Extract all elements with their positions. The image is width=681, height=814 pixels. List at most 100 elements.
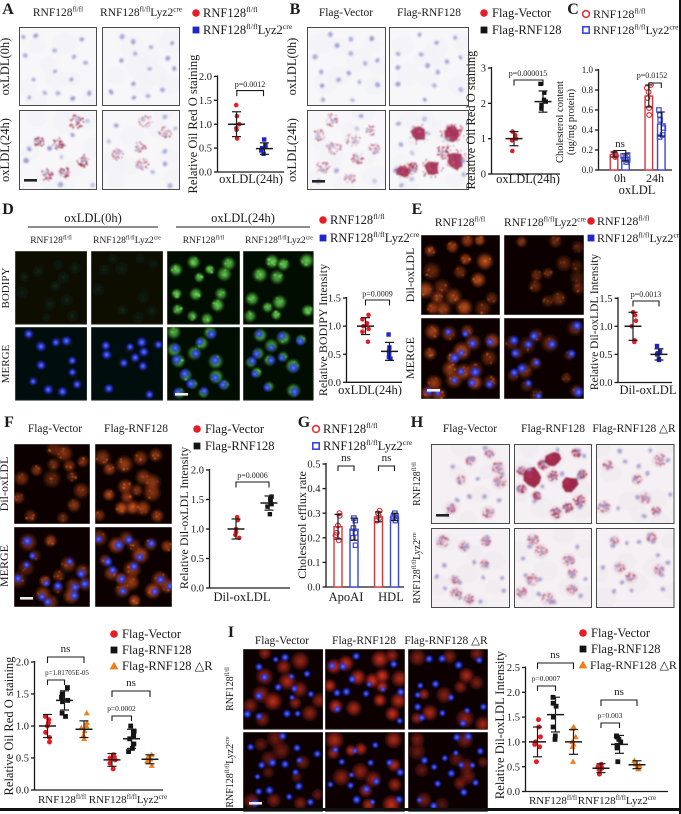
svg-text:RNF128fl/flLyz2cre: RNF128fl/flLyz2cre bbox=[593, 22, 679, 37]
svg-text:Flag-Vector: Flag-Vector bbox=[122, 627, 182, 641]
svg-text:RNF128fl/fl: RNF128fl/fl bbox=[411, 462, 423, 506]
svg-text:oxLDL(0h): oxLDL(0h) bbox=[64, 211, 122, 225]
svg-text:1.0: 1.0 bbox=[582, 65, 594, 75]
svg-text:RNF128fl/fl: RNF128fl/fl bbox=[183, 234, 225, 246]
svg-text:F: F bbox=[4, 414, 14, 431]
svg-text:0.0: 0.0 bbox=[599, 378, 612, 389]
svg-text:RNF128fl/flLyz2cre: RNF128fl/flLyz2cre bbox=[504, 216, 586, 229]
svg-text:ns: ns bbox=[382, 452, 392, 464]
svg-text:0.8: 0.8 bbox=[582, 85, 594, 95]
svg-text:0.2: 0.2 bbox=[582, 145, 593, 155]
svg-text:p=0.0013: p=0.0013 bbox=[631, 290, 662, 299]
svg-text:Dil-oxLDL: Dil-oxLDL bbox=[620, 383, 677, 397]
svg-text:Flag-RNF128: Flag-RNF128 bbox=[397, 7, 461, 19]
svg-text:RNF128fl/fl: RNF128fl/fl bbox=[597, 213, 649, 228]
svg-text:RNF128fl/fl: RNF128fl/fl bbox=[323, 421, 379, 436]
svg-text:oxLDL: oxLDL bbox=[619, 183, 656, 197]
svg-text:1.5: 1.5 bbox=[599, 294, 612, 305]
svg-text:0.1: 0.1 bbox=[307, 558, 320, 569]
svg-text:Flag-RNF128: Flag-RNF128 bbox=[104, 423, 168, 435]
svg-text:1: 1 bbox=[481, 134, 486, 145]
svg-text:RNF128fl/flLyz2cre: RNF128fl/flLyz2cre bbox=[411, 532, 423, 604]
svg-text:2.0: 2.0 bbox=[16, 658, 29, 669]
svg-text:1.0: 1.0 bbox=[599, 322, 612, 333]
svg-text:0.4: 0.4 bbox=[582, 125, 594, 135]
svg-text:Dil-oxLDL: Dil-oxLDL bbox=[214, 590, 271, 604]
svg-text:RNF128fl/flLyz2cre: RNF128fl/flLyz2cre bbox=[100, 6, 182, 19]
svg-text:oxLDL(24h): oxLDL(24h) bbox=[338, 383, 402, 397]
svg-text:p=0.0006: p=0.0006 bbox=[237, 471, 268, 480]
svg-text:RNF128fl/flLyz2cre: RNF128fl/flLyz2cre bbox=[597, 230, 681, 245]
svg-text:E: E bbox=[412, 201, 423, 218]
svg-text:Dil-oxLDL: Dil-oxLDL bbox=[403, 248, 417, 303]
svg-text:0.6: 0.6 bbox=[582, 105, 594, 115]
svg-text:Flag-Vector: Flag-Vector bbox=[492, 6, 552, 20]
svg-text:p=0.0009: p=0.0009 bbox=[362, 290, 393, 299]
svg-text:Flag-Vector: Flag-Vector bbox=[255, 635, 309, 647]
svg-text:C: C bbox=[567, 1, 579, 18]
svg-text:MERGE: MERGE bbox=[0, 545, 11, 587]
svg-text:Flag-RNF128: Flag-RNF128 bbox=[205, 439, 274, 453]
svg-text:Flag-Vector: Flag-Vector bbox=[28, 423, 82, 435]
svg-text:p=0.0002: p=0.0002 bbox=[107, 704, 136, 713]
svg-text:Relative Oil Red O staining: Relative Oil Red O staining bbox=[2, 656, 16, 796]
svg-text:B: B bbox=[290, 1, 301, 18]
svg-text:Flag-RNF128 △R: Flag-RNF128 △R bbox=[592, 423, 676, 435]
svg-text:1.5: 1.5 bbox=[16, 690, 29, 701]
svg-text:RNF128fl/flLyz2cre: RNF128fl/flLyz2cre bbox=[203, 22, 293, 37]
svg-text:RNF128fl/flLyz2cre: RNF128fl/flLyz2cre bbox=[93, 234, 161, 246]
svg-text:Cholesterol efflux rate: Cholesterol efflux rate bbox=[295, 471, 309, 579]
svg-text:2: 2 bbox=[481, 99, 486, 110]
svg-text:RNF128fl/fl: RNF128fl/fl bbox=[593, 6, 645, 21]
svg-text:1.0: 1.0 bbox=[191, 525, 204, 536]
svg-text:ns: ns bbox=[61, 643, 71, 655]
svg-text:p=0.000015: p=0.000015 bbox=[509, 69, 548, 78]
svg-text:RNF128fl/fl: RNF128fl/fl bbox=[30, 234, 72, 246]
svg-text:Relative Dil-oxLDL Intensity: Relative Dil-oxLDL Intensity bbox=[589, 254, 601, 391]
svg-text:0.5: 0.5 bbox=[191, 554, 204, 565]
svg-text:Dil-oxLDL: Dil-oxLDL bbox=[0, 457, 11, 512]
svg-text:oxLDL(24h): oxLDL(24h) bbox=[219, 172, 283, 186]
svg-text:Flag-RNF128: Flag-RNF128 bbox=[122, 643, 191, 657]
svg-text:RNF128fl/fl: RNF128fl/fl bbox=[33, 6, 83, 19]
svg-text:1.0: 1.0 bbox=[199, 120, 212, 131]
svg-text:oxLDL(24h): oxLDL(24h) bbox=[0, 118, 12, 182]
svg-text:Flag-RNF128: Flag-RNF128 bbox=[521, 423, 585, 435]
svg-text:3: 3 bbox=[481, 64, 486, 75]
svg-text:MERGE: MERGE bbox=[403, 337, 417, 379]
svg-text:0: 0 bbox=[481, 170, 486, 181]
svg-text:RNF128fl/flLyz2cre: RNF128fl/flLyz2cre bbox=[330, 230, 420, 245]
svg-text:(ug/mg protein): (ug/mg protein) bbox=[566, 88, 577, 155]
svg-text:Flag-RNF128: Flag-RNF128 bbox=[492, 23, 561, 37]
svg-text:H: H bbox=[411, 414, 424, 431]
svg-text:I: I bbox=[228, 624, 234, 641]
svg-text:p=0.0012: p=0.0012 bbox=[235, 80, 266, 89]
svg-text:1.5: 1.5 bbox=[191, 495, 204, 506]
svg-text:RNF128fl/flLyz2cre: RNF128fl/flLyz2cre bbox=[245, 234, 313, 246]
svg-text:0.0: 0.0 bbox=[199, 168, 212, 179]
svg-text:G: G bbox=[298, 414, 311, 431]
svg-text:0.4: 0.4 bbox=[307, 484, 321, 495]
svg-text:RNF128fl/fl: RNF128fl/fl bbox=[38, 794, 86, 806]
svg-text:0.5: 0.5 bbox=[199, 144, 212, 155]
svg-text:Flag-Vector: Flag-Vector bbox=[205, 422, 265, 436]
svg-text:1.5: 1.5 bbox=[199, 96, 212, 107]
svg-text:0.0: 0.0 bbox=[582, 165, 594, 175]
svg-text:Flag-Vector: Flag-Vector bbox=[443, 423, 497, 435]
svg-text:HDL: HDL bbox=[378, 590, 404, 604]
svg-text:ns: ns bbox=[126, 677, 136, 689]
svg-text:0.3: 0.3 bbox=[307, 509, 320, 520]
svg-text:RNF128fl/fl: RNF128fl/fl bbox=[330, 212, 386, 227]
svg-text:Relative Oil Red O staining: Relative Oil Red O staining bbox=[464, 50, 478, 190]
svg-text:BODIPY: BODIPY bbox=[0, 267, 12, 308]
svg-text:oxLDL(0h): oxLDL(0h) bbox=[0, 38, 12, 96]
svg-text:Flag-RNF128: Flag-RNF128 bbox=[332, 635, 396, 647]
svg-text:0.5: 0.5 bbox=[307, 460, 320, 471]
svg-text:RNF128fl/fl: RNF128fl/fl bbox=[435, 216, 485, 229]
svg-text:ApoAI: ApoAI bbox=[329, 590, 364, 604]
svg-text:MERGE: MERGE bbox=[0, 344, 12, 383]
svg-text:1.0: 1.0 bbox=[16, 722, 29, 733]
svg-text:oxLDL(24h): oxLDL(24h) bbox=[285, 118, 299, 182]
svg-text:RNF128fl/flLyz2cre: RNF128fl/flLyz2cre bbox=[89, 794, 167, 806]
svg-text:p=1.81705E-05: p=1.81705E-05 bbox=[45, 669, 89, 677]
